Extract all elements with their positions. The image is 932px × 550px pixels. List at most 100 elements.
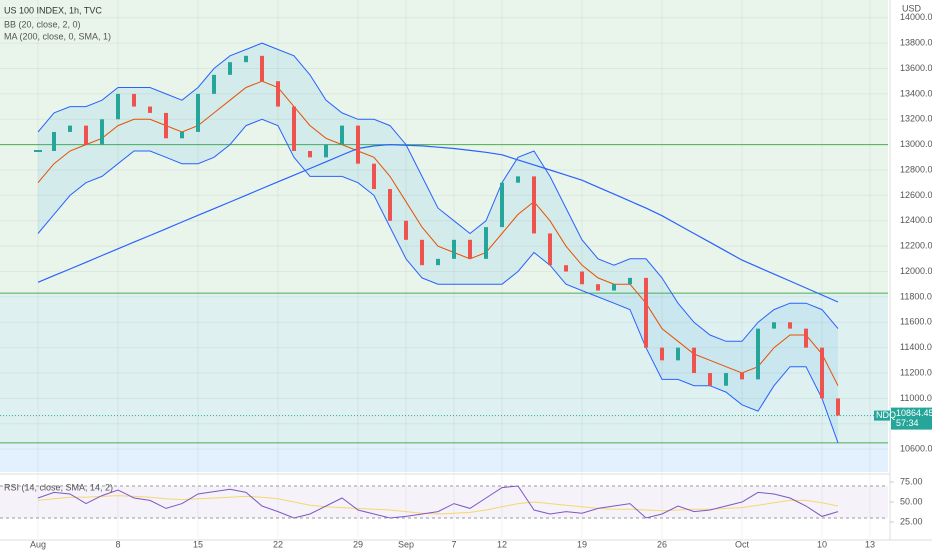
y-tick-label: 11200.00 [900,367,932,377]
candle [308,150,312,158]
symbol: NDQ [876,410,896,420]
candle [788,322,792,329]
candle [756,328,760,380]
x-tick-label: 19 [577,539,587,549]
candle [548,233,552,266]
symbol-box [874,410,890,421]
indicator-label: BB (20, close, 2, 0) [4,19,81,29]
currency: USD [902,3,922,13]
candle [404,220,408,240]
candle [180,131,184,139]
rsi-line [37,485,839,519]
candle [516,176,520,183]
x-tick-label: Oct [735,539,750,549]
x-tick-label: 10 [817,539,827,549]
candle [692,347,696,374]
x-tick-label: 22 [273,539,283,549]
candle [612,284,616,291]
candle [628,277,632,285]
y-tick-label: 11800.00 [900,291,932,301]
candle [116,93,120,120]
y-tick-label: 12200.00 [900,241,932,251]
candle [708,373,712,386]
y-tick-label: 12000.00 [900,266,932,276]
x-tick-label: 26 [657,539,667,549]
candle [260,55,264,82]
y-tick-label: 14000.00 [900,12,932,22]
candle [484,227,488,259]
candle [196,93,200,132]
zone [0,442,888,472]
x-tick-label: Sep [398,539,414,549]
candle [836,398,840,416]
candle [356,125,360,164]
candle [724,373,728,386]
y-tick-label: 12800.00 [900,164,932,174]
candle [340,125,344,145]
countdown: 57:34 [896,418,919,428]
candle [132,93,136,107]
candle [148,106,152,113]
candle [420,239,424,266]
x-tick-label: 29 [353,539,363,549]
rsi-tick-label: 75.00 [900,476,923,486]
candle [804,328,808,348]
rsi-title: RSI (14, close, SMA, 14, 2) [4,482,113,492]
x-tick-label: Aug [30,539,46,549]
candle [84,125,88,145]
rsi-tick-label: 25.00 [900,516,923,526]
zone [0,0,888,294]
candle [244,55,248,63]
zone [0,293,888,443]
y-tick-label: 13000.00 [900,139,932,149]
bb-lower [37,118,839,443]
candle [324,144,328,158]
candle [532,176,536,234]
candle [500,182,504,228]
y-tick-label: 13200.00 [900,114,932,124]
y-tick-label: 11600.00 [900,317,932,327]
chart-title: US 100 INDEX, 1h, TVC [4,5,102,15]
y-tick-label: 10600.00 [900,444,932,454]
candle [100,119,104,145]
candle [580,271,584,285]
candle [52,131,56,151]
y-tick-label: 13600.00 [900,63,932,73]
y-tick-label: 11000.00 [900,393,932,403]
x-tick-label: 7 [451,539,456,549]
x-tick-label: 8 [115,539,120,549]
rsi-ma [37,495,839,515]
candle [276,81,280,107]
candle [164,112,168,139]
candle [292,106,296,151]
x-tick-label: 15 [193,539,203,549]
x-tick-label: 13 [865,539,875,549]
candle [212,74,216,94]
candle [820,347,824,399]
rsi-tick-label: 50.00 [900,496,923,506]
candle [564,265,568,272]
y-tick-label: 11400.00 [900,342,932,352]
last-price: 10864.45 [896,408,932,418]
candle [468,239,472,259]
y-tick-label: 12600.00 [900,190,932,200]
candle [772,322,776,329]
candle [436,258,440,266]
indicator-label: MA (200, close, 0, SMA, 1) [4,31,111,41]
candle [644,277,648,348]
candle [372,163,376,190]
y-tick-label: 12400.00 [900,215,932,225]
candle [68,125,72,132]
candle [660,347,664,361]
candle [452,239,456,259]
ma200 [37,143,839,303]
candle [228,62,232,75]
candle [740,373,744,380]
bb-fill [38,43,838,443]
bb-basis [37,80,839,386]
candle [388,189,392,221]
candle [596,284,600,291]
x-tick-label: 12 [497,539,507,549]
bb-upper [37,42,839,342]
